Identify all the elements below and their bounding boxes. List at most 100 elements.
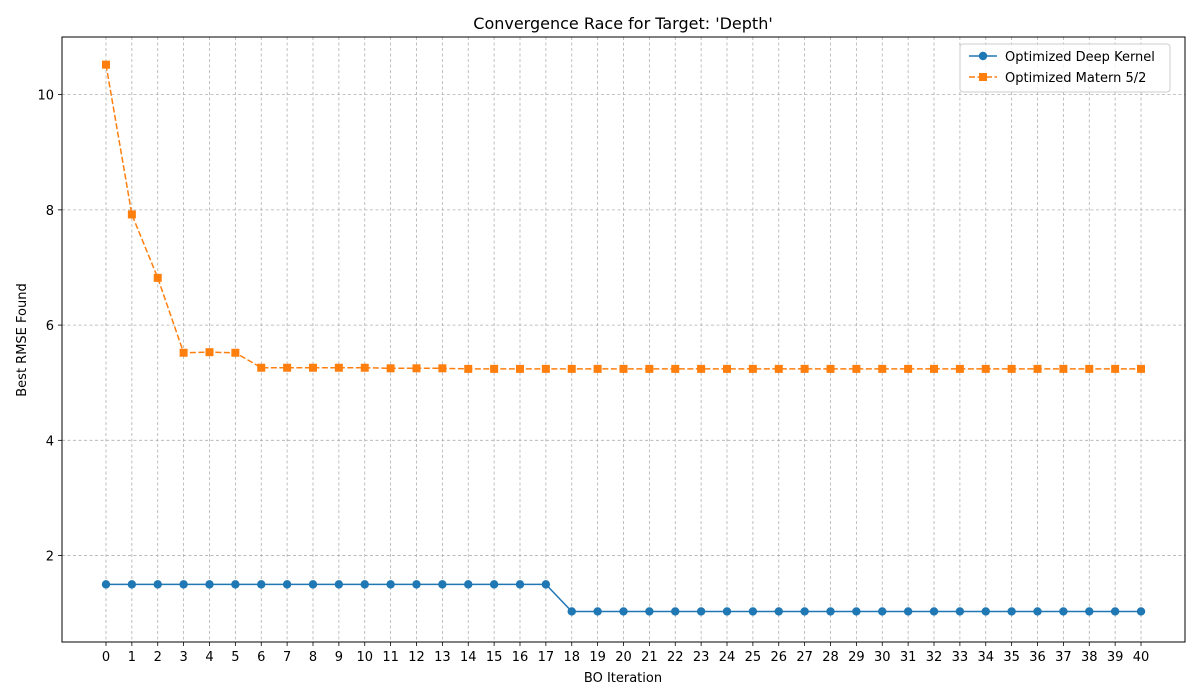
- x-tick-label: 11: [382, 650, 399, 665]
- x-axis-label: BO Iteration: [584, 671, 662, 686]
- x-tick-label: 6: [257, 650, 265, 665]
- data-point: [645, 607, 654, 616]
- data-point: [257, 363, 266, 372]
- data-point: [955, 607, 965, 616]
- data-point: [619, 607, 628, 616]
- data-point: [464, 580, 473, 589]
- data-point: [179, 580, 188, 589]
- data-point: [386, 580, 395, 589]
- data-point: [490, 364, 499, 373]
- x-tick-label: 29: [848, 650, 865, 665]
- data-point: [334, 580, 344, 589]
- data-point: [826, 607, 835, 616]
- x-tick-label: 10: [356, 650, 373, 665]
- x-tick-label: 7: [283, 650, 291, 665]
- x-tick-label: 38: [1081, 650, 1098, 665]
- data-point: [1110, 607, 1120, 616]
- x-tick-label: 31: [900, 650, 917, 665]
- legend-item: Optimized Deep Kernel: [969, 50, 1155, 65]
- data-point: [722, 607, 732, 616]
- data-point: [1111, 364, 1120, 373]
- y-tick-label: 8: [46, 204, 54, 219]
- legend-marker: [979, 73, 987, 81]
- data-point: [515, 364, 524, 373]
- data-point: [127, 210, 136, 219]
- series-optimized-matern-5-2: [101, 60, 1146, 373]
- data-point: [282, 580, 292, 589]
- data-point: [1033, 364, 1042, 373]
- legend-marker: [978, 51, 988, 61]
- x-tick-label: 33: [952, 650, 969, 665]
- data-point: [800, 607, 809, 616]
- x-tick-label: 14: [460, 650, 477, 665]
- data-point: [231, 580, 240, 589]
- data-point: [1085, 364, 1094, 373]
- y-axis-label: Best RMSE Found: [15, 283, 30, 396]
- data-point: [774, 607, 783, 616]
- x-tick-label: 18: [563, 650, 580, 665]
- data-point: [852, 364, 861, 373]
- data-point: [748, 607, 758, 616]
- x-tick-label: 8: [309, 650, 317, 665]
- x-tick-label: 28: [822, 650, 839, 665]
- series-optimized-deep-kernel: [101, 580, 1146, 616]
- x-tick-label: 26: [770, 650, 787, 665]
- data-point: [231, 348, 240, 357]
- data-point: [852, 607, 861, 616]
- data-point: [1137, 364, 1146, 373]
- x-tick-label: 35: [1003, 650, 1020, 665]
- legend-box: [959, 43, 1171, 93]
- data-point: [438, 364, 447, 373]
- data-point: [929, 607, 939, 616]
- data-point: [127, 580, 137, 589]
- y-tick-label: 10: [37, 89, 54, 104]
- data-point: [671, 364, 680, 373]
- y-axis: 2 4 6 8 10: [37, 89, 62, 565]
- x-tick-label: 37: [1055, 650, 1072, 665]
- data-point: [360, 580, 369, 589]
- x-tick-label: 23: [693, 650, 710, 665]
- data-point: [1136, 607, 1146, 616]
- data-point: [179, 348, 188, 357]
- legend-label: Optimized Matern 5/2: [1005, 71, 1146, 86]
- x-tick-label: 12: [408, 650, 425, 665]
- data-point: [1033, 607, 1042, 616]
- data-point: [257, 580, 266, 589]
- data-point: [567, 607, 576, 616]
- data-point: [205, 580, 214, 589]
- data-point: [360, 363, 369, 372]
- x-tick-label: 22: [667, 650, 684, 665]
- legend-item: Optimized Matern 5/2: [969, 71, 1146, 86]
- data-point: [153, 580, 162, 589]
- data-point: [153, 273, 162, 282]
- data-point: [1085, 607, 1094, 616]
- data-point: [386, 364, 395, 373]
- data-point: [438, 580, 447, 589]
- x-tick-label: 0: [102, 650, 110, 665]
- data-point: [464, 364, 473, 373]
- data-point: [696, 607, 706, 616]
- data-point: [334, 363, 343, 372]
- x-axis: 0 1 2 3 4 5 6 7 8 9 10 11 12 13 14 15 16 17 18 19 20 21 22 23 24…: [102, 642, 1149, 665]
- x-tick-label: 21: [641, 650, 658, 665]
- x-tick-label: 15: [486, 650, 503, 665]
- data-point: [308, 580, 318, 589]
- x-tick-label: 5: [231, 650, 239, 665]
- data-point: [101, 580, 111, 589]
- series-layer: [101, 60, 1146, 616]
- data-point: [697, 364, 706, 373]
- legend-label: Optimized Deep Kernel: [1005, 50, 1155, 65]
- data-point: [878, 364, 887, 373]
- data-point: [412, 580, 421, 589]
- data-point: [1007, 607, 1016, 616]
- x-tick-label: 9: [335, 650, 343, 665]
- x-tick-label: 20: [615, 650, 632, 665]
- chart-title: Convergence Race for Target: 'Depth': [473, 14, 772, 33]
- x-tick-label: 27: [796, 650, 813, 665]
- x-tick-label: 3: [179, 650, 187, 665]
- data-point: [515, 580, 525, 589]
- data-point: [412, 364, 421, 373]
- x-tick-label: 30: [874, 650, 891, 665]
- data-point: [800, 364, 809, 373]
- legend: Optimized Deep Kernel Optimized Matern 5/…: [959, 43, 1171, 93]
